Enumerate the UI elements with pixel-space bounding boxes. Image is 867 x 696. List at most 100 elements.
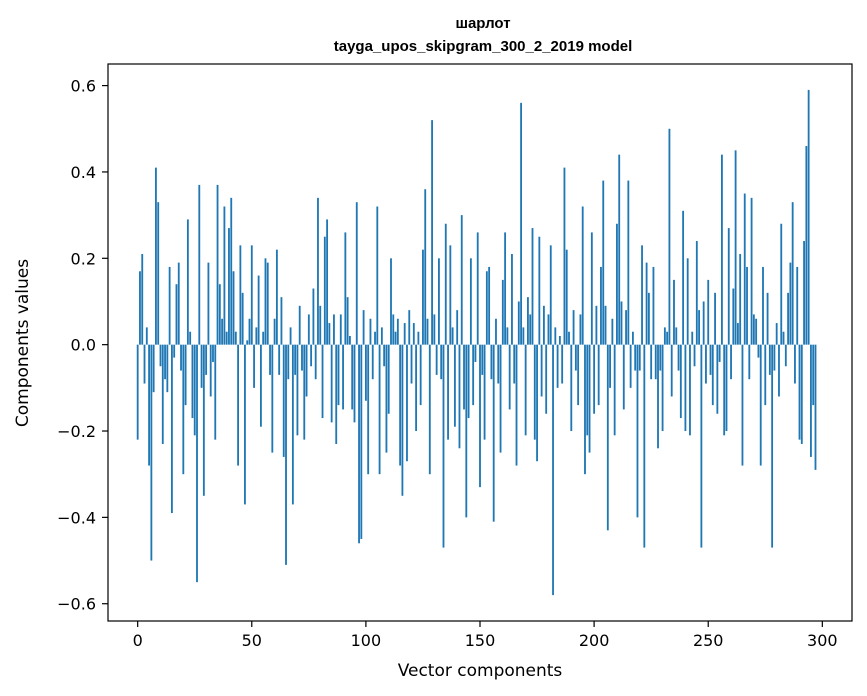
bar-154: [488, 266, 491, 345]
bar-179: [545, 344, 548, 414]
bar-283: [782, 331, 785, 345]
bar-111: [390, 258, 392, 345]
bar-40: [228, 228, 230, 345]
bar-270: [752, 314, 755, 345]
bar-14: [168, 266, 171, 345]
bar-284: [784, 344, 787, 367]
bar-276: [766, 292, 769, 345]
bar-25: [193, 344, 196, 436]
bar-199: [590, 232, 593, 345]
bar-113: [394, 331, 397, 345]
bar-73: [303, 344, 306, 440]
bar-203: [600, 266, 602, 345]
bar-80: [319, 305, 322, 345]
bar-168: [520, 102, 522, 345]
bar-231: [663, 327, 666, 345]
bar-196: [584, 344, 586, 475]
bar-125: [422, 249, 424, 345]
bar-57: [266, 262, 269, 345]
bar-95: [353, 344, 356, 423]
bar-243: [691, 331, 694, 345]
bar-69: [294, 344, 297, 375]
bar-142: [460, 215, 463, 345]
bar-166: [515, 344, 518, 466]
bar-134: [442, 344, 445, 548]
bar-26: [196, 344, 198, 583]
bar-205: [604, 305, 607, 345]
bar-218: [634, 344, 637, 371]
bar-182: [552, 344, 554, 596]
bar-23: [189, 331, 192, 345]
bar-184: [556, 344, 559, 388]
bar-24: [191, 344, 194, 419]
bar-15: [170, 344, 173, 514]
bar-242: [689, 344, 691, 436]
bar-47: [244, 344, 246, 505]
bar-33: [212, 344, 214, 362]
bar-49: [248, 318, 251, 345]
bar-58: [269, 344, 271, 375]
bar-143: [463, 344, 465, 410]
x-tick-label: 50: [242, 631, 262, 650]
bar-42: [232, 271, 235, 345]
y-tick-label: −0.2: [57, 422, 96, 441]
bar-128: [428, 344, 431, 475]
y-tick-label: −0.6: [57, 595, 96, 614]
bar-45: [239, 245, 242, 345]
bar-145: [467, 344, 470, 419]
bar-120: [410, 344, 413, 384]
bar-78: [314, 344, 317, 380]
bar-170: [524, 344, 527, 436]
bar-156: [492, 344, 495, 522]
bar-129: [431, 120, 433, 345]
bar-245: [695, 241, 698, 345]
bar-1: [139, 271, 141, 345]
bar-106: [378, 344, 381, 475]
bar-278: [771, 344, 774, 548]
bar-187: [563, 167, 566, 345]
bar-226: [652, 266, 655, 345]
bar-161: [504, 232, 507, 345]
bar-138: [451, 327, 454, 345]
bar-11: [161, 344, 164, 444]
bar-222: [643, 344, 646, 548]
bar-247: [700, 344, 703, 548]
bar-197: [586, 344, 589, 436]
bar-235: [673, 279, 675, 345]
bar-207: [609, 344, 611, 388]
bar-253: [714, 292, 716, 345]
bar-173: [531, 228, 534, 345]
bar-254: [716, 344, 719, 414]
bar-171: [527, 297, 529, 345]
bar-17: [175, 284, 178, 345]
bar-27: [198, 184, 201, 345]
bar-64: [282, 344, 285, 457]
bar-159: [499, 344, 502, 453]
bar-147: [472, 344, 475, 406]
bar-2: [141, 253, 144, 345]
bar-37: [221, 318, 224, 345]
bar-198: [588, 344, 591, 453]
bar-215: [627, 180, 630, 345]
bar-153: [485, 271, 488, 345]
bar-102: [369, 318, 372, 345]
bars-group: [136, 89, 817, 596]
bar-30: [205, 344, 208, 375]
bar-176: [538, 236, 541, 345]
bar-18: [177, 262, 180, 345]
bar-194: [579, 314, 582, 345]
bar-48: [246, 340, 249, 345]
bar-180: [547, 314, 550, 345]
bar-249: [705, 344, 707, 384]
bar-122: [415, 344, 418, 432]
bar-186: [561, 344, 564, 384]
bar-201: [595, 305, 598, 345]
bar-16: [173, 344, 176, 358]
bar-229: [659, 344, 662, 371]
bar-204: [602, 180, 605, 345]
bar-297: [814, 344, 817, 470]
bar-94: [351, 344, 354, 410]
bar-105: [376, 206, 379, 345]
bar-234: [670, 344, 673, 397]
